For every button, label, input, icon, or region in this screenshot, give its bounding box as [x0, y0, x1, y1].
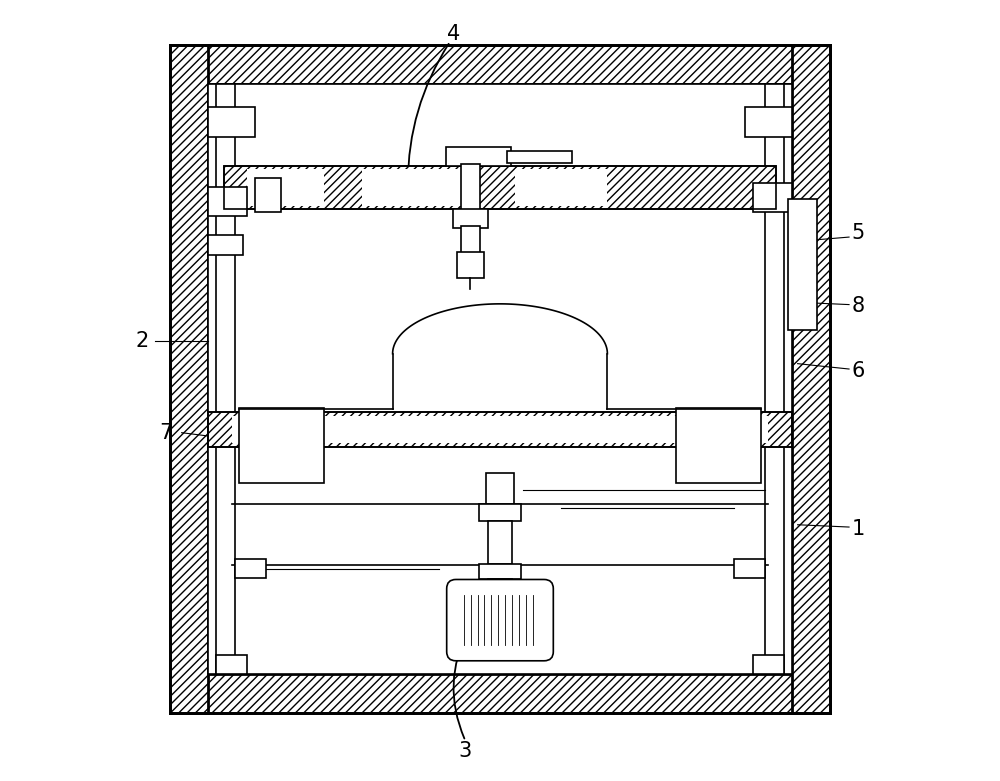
Bar: [224, 166, 776, 209]
Bar: [753, 655, 784, 674]
Bar: [676, 408, 761, 483]
Text: 8: 8: [852, 296, 865, 316]
Bar: [461, 226, 480, 253]
Bar: [170, 674, 830, 713]
Bar: [170, 45, 830, 84]
Bar: [461, 164, 480, 211]
Bar: [515, 169, 607, 206]
Bar: [208, 187, 247, 216]
Bar: [170, 45, 830, 713]
Bar: [479, 564, 521, 579]
Bar: [446, 147, 511, 166]
Bar: [247, 169, 324, 206]
Bar: [765, 84, 784, 674]
Text: 4: 4: [447, 23, 461, 44]
Bar: [745, 107, 792, 137]
Text: 7: 7: [160, 423, 173, 443]
Bar: [208, 412, 792, 447]
Text: 6: 6: [852, 362, 865, 381]
Bar: [224, 166, 776, 209]
FancyBboxPatch shape: [447, 580, 553, 661]
Bar: [753, 184, 792, 212]
Bar: [788, 198, 817, 330]
Text: 5: 5: [852, 223, 865, 243]
Bar: [362, 169, 469, 206]
Bar: [216, 84, 235, 674]
Bar: [479, 504, 521, 521]
Bar: [734, 559, 765, 578]
Text: 2: 2: [135, 330, 148, 351]
Bar: [235, 559, 266, 578]
Bar: [232, 416, 768, 443]
Bar: [453, 209, 488, 228]
Bar: [239, 408, 324, 483]
Bar: [507, 151, 572, 162]
Bar: [170, 45, 208, 713]
Bar: [208, 84, 792, 674]
Bar: [792, 45, 830, 713]
Bar: [216, 655, 247, 674]
Text: 3: 3: [459, 741, 472, 761]
Bar: [486, 473, 514, 504]
Bar: [488, 521, 512, 564]
Bar: [208, 107, 255, 137]
Text: 1: 1: [852, 519, 865, 539]
Bar: [208, 235, 243, 255]
Bar: [255, 178, 281, 212]
Bar: [208, 412, 792, 447]
Bar: [457, 252, 484, 277]
Bar: [488, 579, 512, 606]
